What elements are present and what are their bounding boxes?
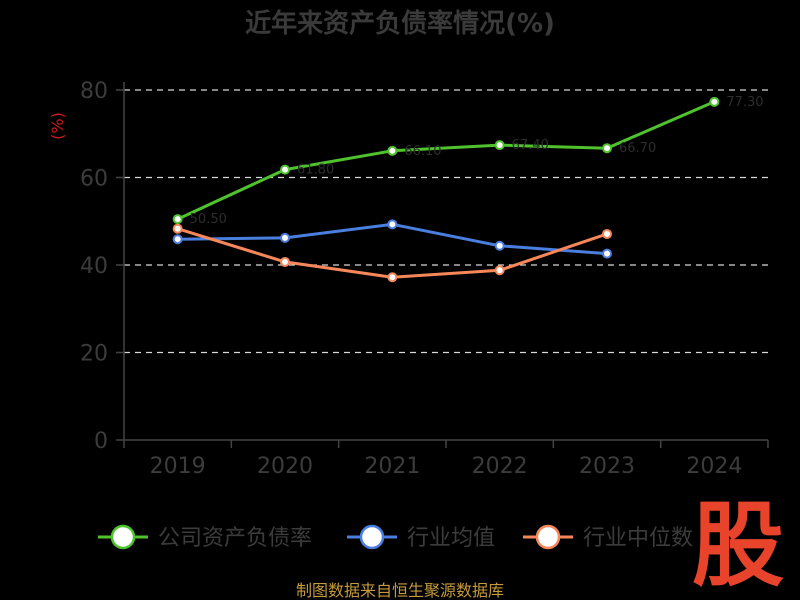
legend: 公司资产负债率 行业均值 行业中位数 bbox=[98, 524, 693, 551]
watermark-logo: 股 bbox=[692, 492, 784, 599]
series-line bbox=[177, 227, 608, 279]
x-tick-label: 2019 bbox=[150, 454, 206, 479]
y-tick-label: 60 bbox=[80, 167, 108, 192]
data-point bbox=[172, 234, 183, 245]
data-point bbox=[280, 256, 290, 267]
data-point bbox=[280, 232, 290, 243]
data-point bbox=[387, 219, 398, 230]
data-point bbox=[280, 164, 290, 175]
chart-title: 近年来资产负债率情况(%) bbox=[245, 8, 555, 39]
data-label: 61.80 bbox=[297, 163, 334, 178]
x-tick-label: 2020 bbox=[257, 454, 313, 479]
legend-marker bbox=[535, 524, 561, 550]
series-line bbox=[177, 100, 715, 221]
data-point bbox=[602, 248, 612, 259]
data-point bbox=[494, 140, 505, 151]
data-point bbox=[709, 96, 720, 107]
data-label: 66.70 bbox=[619, 141, 656, 156]
grid bbox=[124, 89, 768, 354]
data-point bbox=[172, 214, 183, 225]
x-tick-label: 2021 bbox=[364, 454, 420, 479]
data-point bbox=[494, 265, 505, 276]
y-tick-label: 80 bbox=[80, 79, 108, 104]
source-note: 制图数据来自恒生聚源数据库 bbox=[296, 581, 504, 600]
legend-label: 行业中位数 bbox=[583, 526, 693, 551]
data-label: 66.10 bbox=[404, 144, 441, 159]
data-point bbox=[494, 240, 505, 251]
data-point bbox=[602, 228, 612, 239]
x-tick-label: 2024 bbox=[686, 454, 742, 479]
data-point bbox=[602, 143, 612, 154]
y-tick-label: 20 bbox=[80, 342, 108, 367]
data-point bbox=[172, 223, 183, 234]
series-group: 50.50 61.80 66.10 67.40 66.70 77.30 bbox=[172, 95, 764, 283]
data-point bbox=[387, 145, 398, 156]
legend-label: 行业均值 bbox=[407, 526, 495, 551]
y-tick-label: 40 bbox=[80, 254, 108, 279]
legend-marker bbox=[110, 524, 136, 550]
x-tick-label: 2023 bbox=[579, 454, 635, 479]
x-tick-label: 2022 bbox=[472, 454, 528, 479]
axes: 0 20 40 60 80 2019 2020 2021 2022 2023 2024 bbox=[80, 79, 769, 479]
legend-label: 公司资产负债率 bbox=[158, 526, 312, 551]
y-axis-label: (%) bbox=[48, 112, 67, 140]
y-tick-label: 0 bbox=[94, 429, 108, 454]
data-label: 67.40 bbox=[512, 138, 549, 153]
legend-marker bbox=[359, 524, 385, 550]
data-label: 50.50 bbox=[190, 212, 227, 227]
data-point bbox=[387, 272, 398, 283]
data-label: 77.30 bbox=[726, 95, 763, 110]
